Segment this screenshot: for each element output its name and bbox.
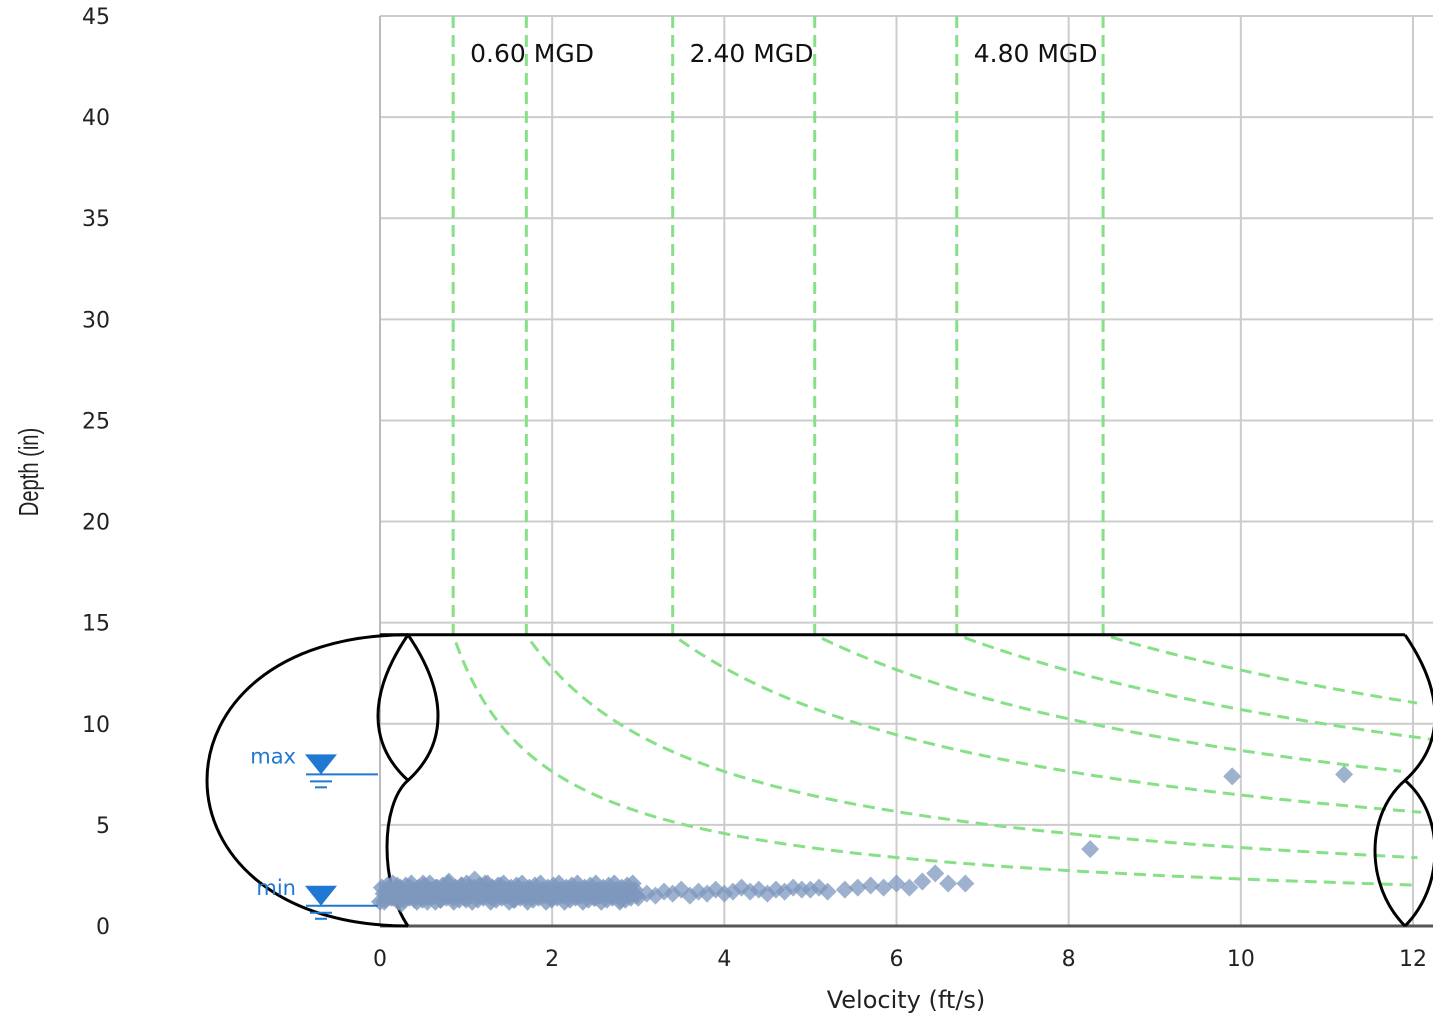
y-tick-label: 40: [82, 106, 110, 131]
data-point: [818, 882, 837, 901]
y-tick-label: 30: [82, 308, 110, 333]
flow-curve: [813, 16, 1402, 773]
level-label: min: [256, 876, 296, 900]
data-point: [913, 872, 932, 891]
pipe-shape: [205, 633, 1433, 928]
x-tick-label: 6: [890, 947, 904, 972]
x-tick-label: 10: [1227, 947, 1255, 972]
x-tick-label: 8: [1062, 947, 1076, 972]
y-tick-label: 10: [82, 713, 110, 738]
data-point: [1223, 767, 1242, 786]
x-tick-label: 4: [717, 947, 731, 972]
data-point: [627, 886, 646, 905]
pipe-left-end-arc: [205, 633, 409, 928]
x-axis-ticks: 0 2 4 6 8 10 12: [373, 947, 1427, 972]
flow-curve-label: 0.60 MGD: [470, 39, 594, 68]
data-point: [1081, 840, 1100, 859]
data-point: [835, 880, 854, 899]
flow-curve: [671, 16, 1422, 814]
data-point: [926, 864, 945, 883]
data-point: [848, 878, 867, 897]
y-axis-title: Depth (in): [14, 428, 45, 516]
y-tick-label: 5: [96, 814, 110, 839]
data-point: [1335, 765, 1354, 784]
y-tick-label: 35: [82, 207, 110, 232]
flow-curve-label: 2.40 MGD: [690, 39, 814, 68]
y-tick-label: 15: [82, 612, 110, 637]
grid-lines: [379, 15, 1433, 928]
level-label: max: [250, 744, 296, 768]
y-tick-label: 25: [82, 409, 110, 434]
flow-curve: [955, 16, 1433, 741]
x-tick-label: 2: [545, 947, 559, 972]
flow-curve: [524, 16, 1418, 860]
y-tick-label: 45: [82, 5, 110, 30]
x-axis-title: Velocity (ft/s): [827, 986, 986, 1014]
x-tick-label: 12: [1399, 947, 1427, 972]
data-point: [956, 874, 975, 893]
y-tick-label: 20: [82, 511, 110, 536]
pipe-right-ellipse: [1373, 633, 1433, 928]
flow-curve: [451, 16, 1414, 887]
data-points: [371, 765, 1354, 913]
data-point: [939, 874, 958, 893]
pipe-left-ellipse-back: [376, 633, 410, 782]
data-point: [861, 876, 880, 895]
level-triangle-icon: [305, 754, 337, 775]
level-markers: max min: [250, 744, 378, 920]
flow-curve-labels: 0.60 MGD 2.40 MGD 4.80 MGD: [470, 39, 1097, 68]
flow-curve-label: 4.80 MGD: [974, 39, 1098, 68]
data-point: [900, 878, 919, 897]
flow-curve: [1101, 16, 1418, 705]
y-tick-label: 0: [96, 915, 110, 940]
x-tick-label: 0: [373, 947, 387, 972]
level-triangle-icon: [305, 885, 337, 906]
pipe-right-ellipse-front: [1403, 779, 1433, 928]
flow-curves: [451, 16, 1433, 887]
y-axis-ticks: 0 5 10 15 20 25 30 35 40 45: [82, 5, 110, 940]
